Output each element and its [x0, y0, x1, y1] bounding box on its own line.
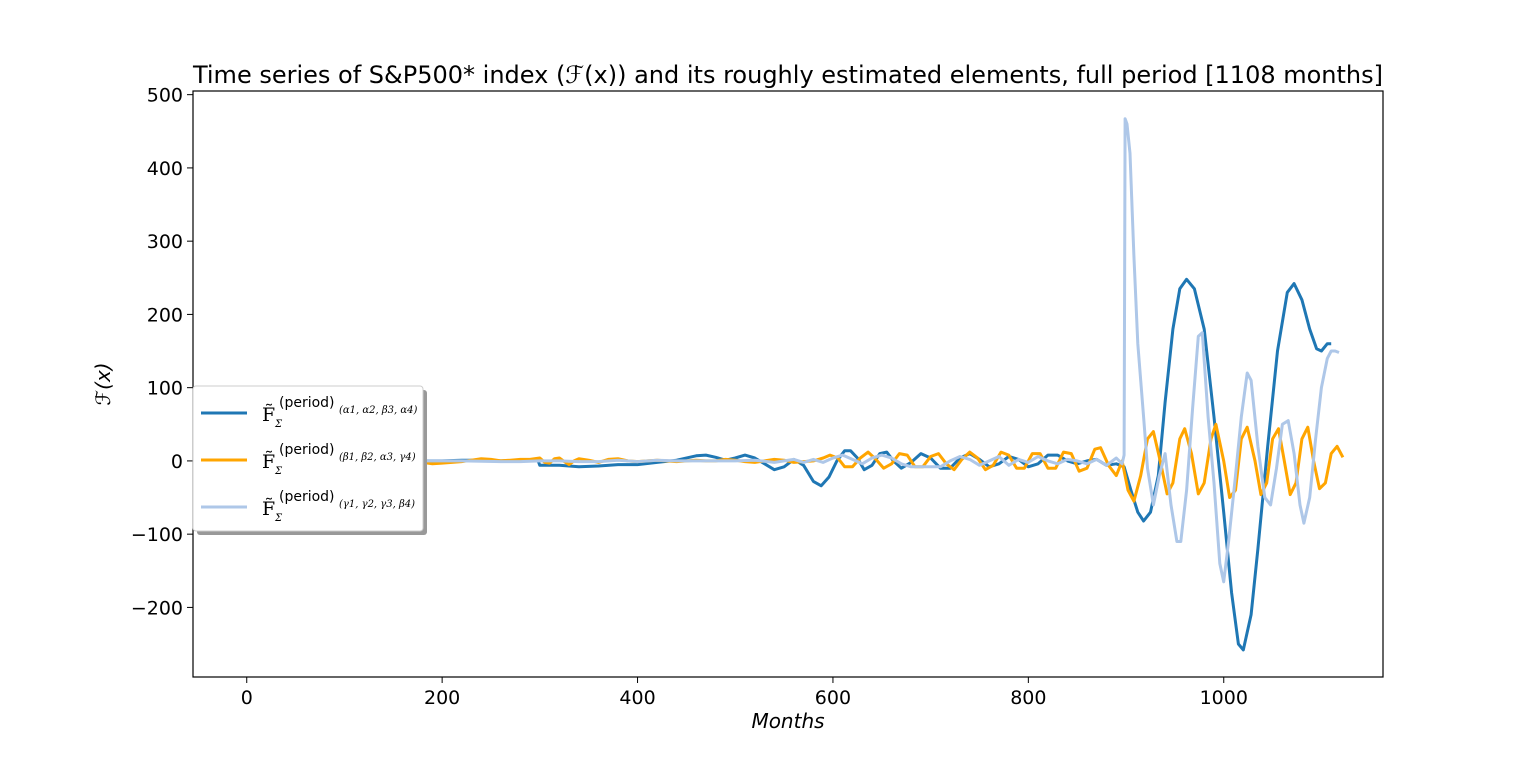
legend-label-sup-3: (period) [279, 489, 335, 505]
y-tick-label: −100 [131, 524, 183, 546]
x-tick-label: 800 [1010, 687, 1046, 709]
plot-background [193, 91, 1383, 677]
legend-label-params-1: (α1, α2, β3, α4) [339, 405, 417, 416]
x-tick-label: 0 [241, 687, 253, 709]
y-tick-label: 300 [147, 231, 183, 253]
legend-label-sigma-2: Σ [274, 466, 283, 477]
legend-label-sup-1: (period) [279, 395, 335, 411]
x-tick-label: 1000 [1200, 687, 1248, 709]
legend-label-params-3: (γ1, γ2, γ3, β4) [339, 499, 415, 510]
x-axis: 0 200 400 600 800 1000 [241, 677, 1248, 709]
chart-title: Time series of S&P500* index (ℱ(x)) and … [192, 61, 1383, 89]
legend-label-params-2: (β1, β2, α3, γ4) [339, 452, 416, 463]
x-tick-label: 600 [815, 687, 851, 709]
legend-box [192, 385, 424, 532]
series-line-3 [422, 117, 1340, 584]
legend-label-2: F̃ [262, 451, 275, 473]
y-tick-label: 200 [147, 304, 183, 326]
y-tick-label: 0 [171, 451, 183, 473]
y-tick-label: 400 [147, 158, 183, 180]
legend-label-1: F̃ [262, 404, 275, 426]
y-tick-label: 500 [147, 85, 183, 107]
legend-entries: F̃ Σ(period) (α1, α2, β3, α4)F̃ Σ(period) (β… [201, 395, 417, 524]
series-layer [422, 117, 1345, 652]
series-line-2 [422, 422, 1345, 503]
y-axis-label: ℱ(x) [91, 362, 115, 405]
legend-label-sigma-1: Σ [274, 419, 283, 430]
plot-frame [192, 90, 1384, 678]
y-axis: −200 −100 0 100 200 300 400 500 [131, 85, 193, 619]
x-tick-label: 200 [424, 687, 460, 709]
legend-label-sup-2: (period) [279, 442, 335, 458]
y-tick-label: 100 [147, 378, 183, 400]
legend: F̃ Σ(period) (α1, α2, β3, α4)F̃ Σ(period) (β… [192, 385, 427, 535]
legend-label-sigma-3: Σ [274, 513, 283, 524]
y-tick-label: −200 [131, 597, 183, 619]
x-tick-label: 400 [619, 687, 655, 709]
legend-label-3: F̃ [262, 498, 275, 520]
x-axis-label: Months [751, 709, 824, 733]
